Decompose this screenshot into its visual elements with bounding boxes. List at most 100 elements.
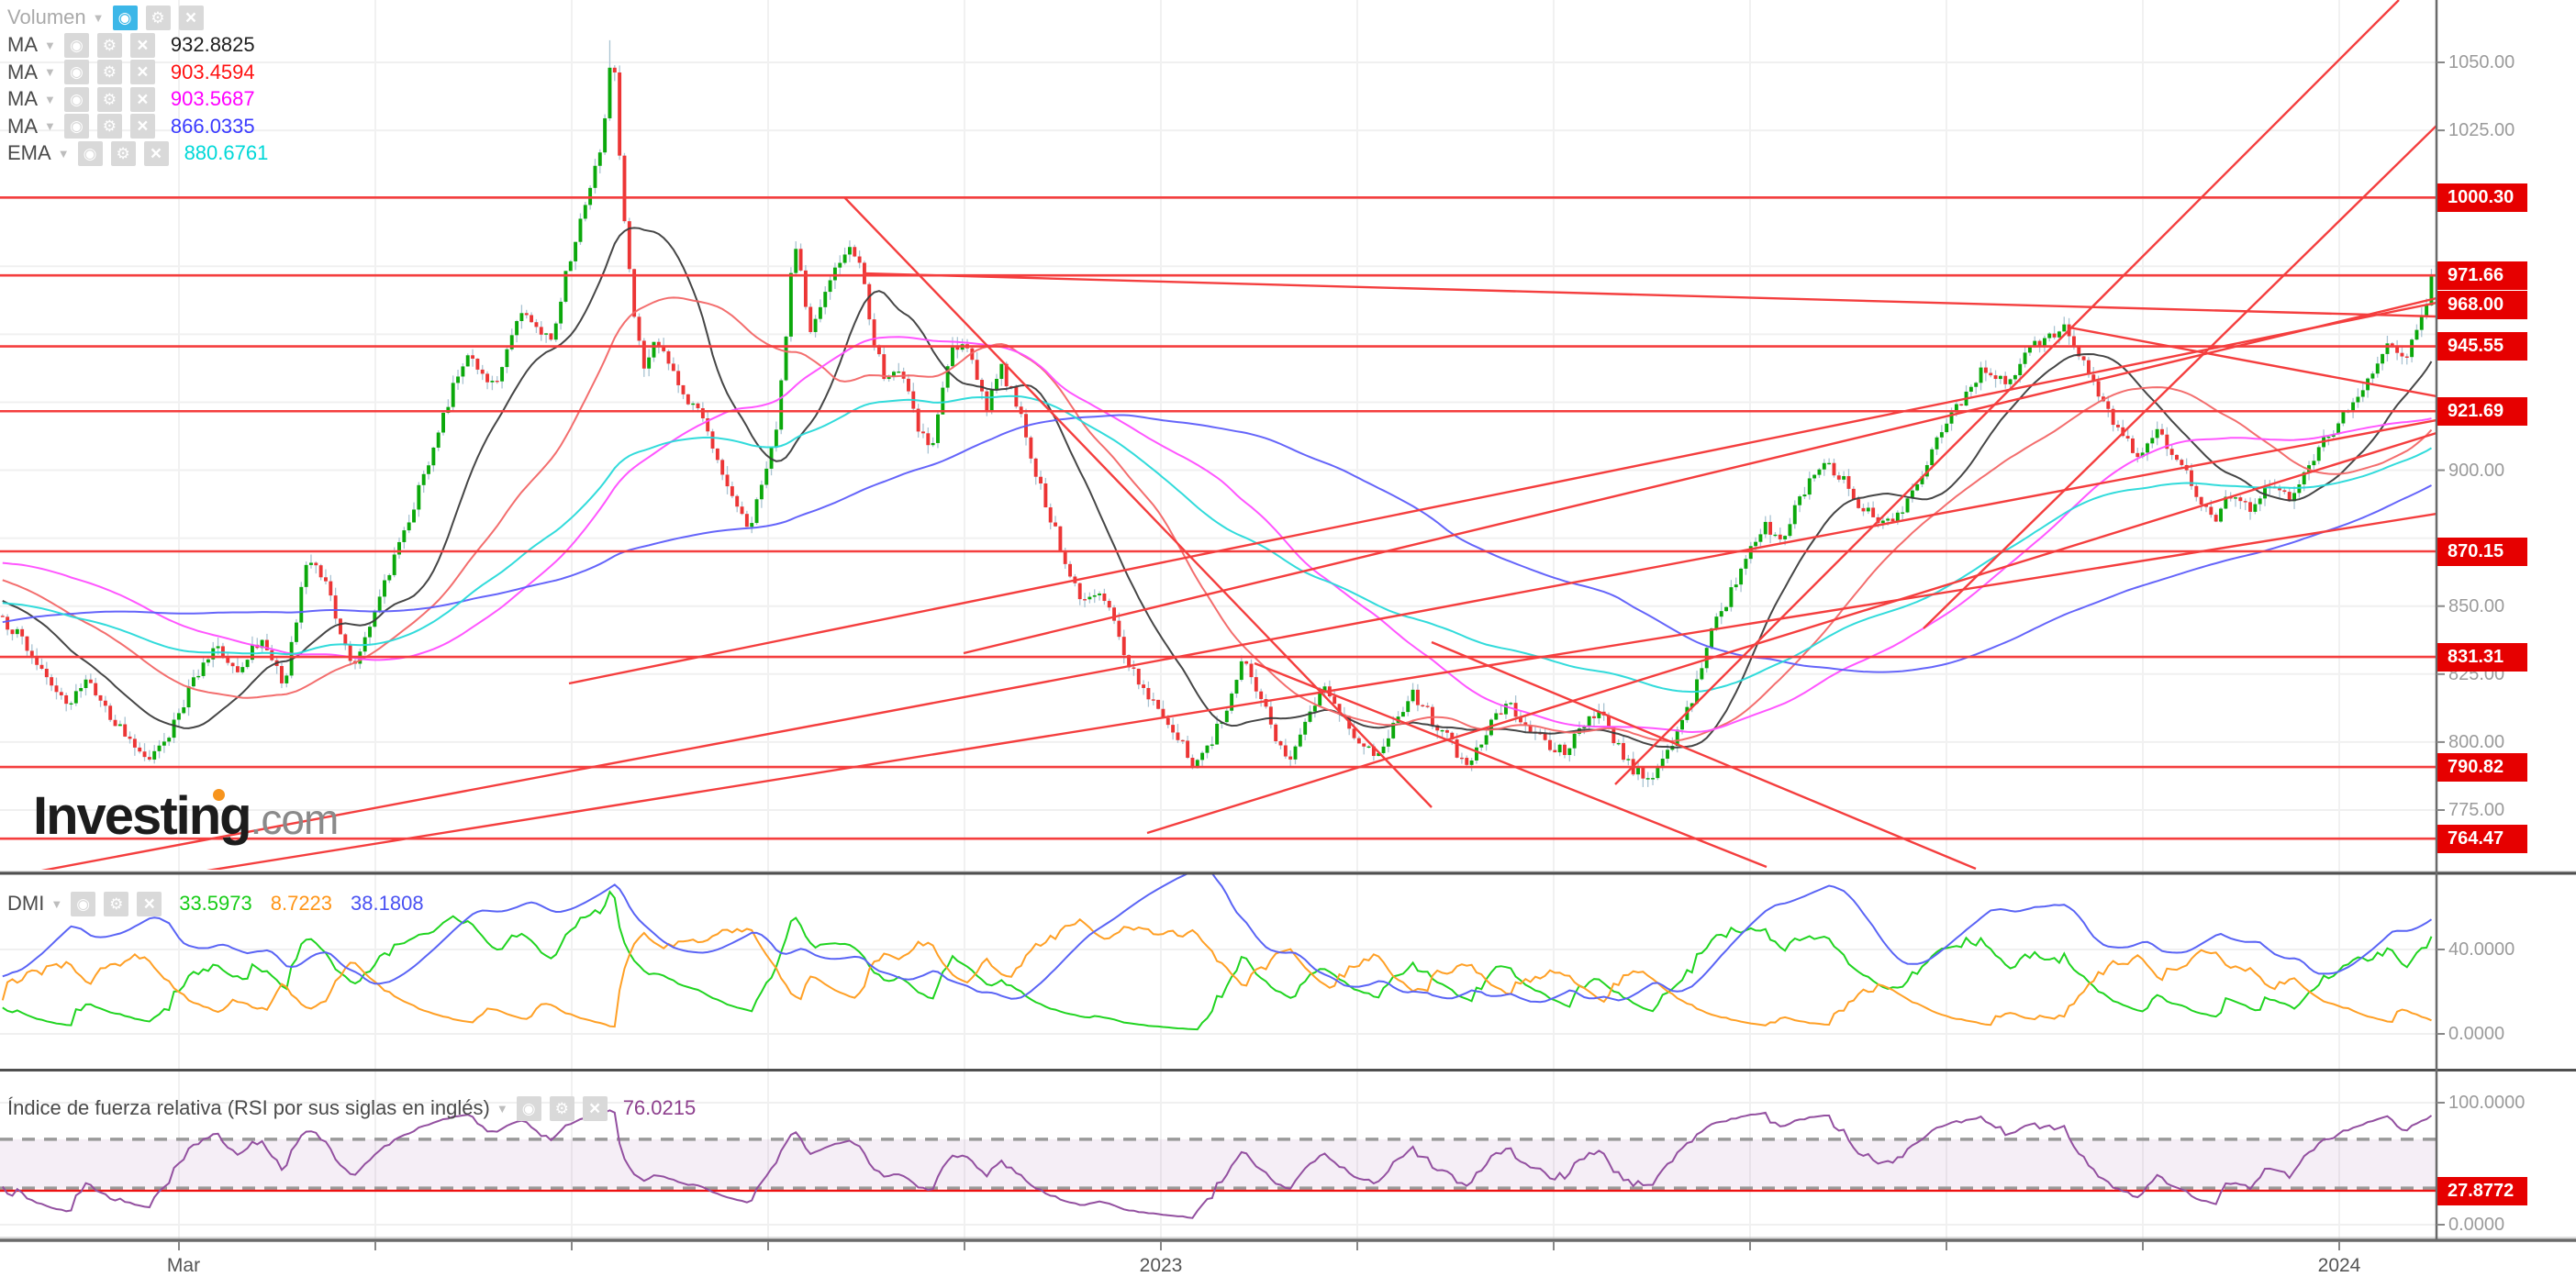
- indicator-row-ma4[interactable]: MA ▼ ◉ ⚙ × 866.0335: [7, 114, 255, 139]
- indicator-label[interactable]: EMA: [7, 141, 51, 164]
- chevron-down-icon: ▼: [50, 896, 63, 911]
- dmi-readout: 33.5973: [179, 892, 252, 915]
- dmi-axis-label: 40.0000: [2448, 939, 2515, 960]
- indicator-row-ma1[interactable]: MA ▼ ◉ ⚙ × 932.8825: [7, 32, 255, 58]
- ma-line-170: [2, 414, 2432, 673]
- ma-line-90: [2, 336, 2432, 734]
- price-axis-label: 1050.00: [2448, 52, 2515, 72]
- rsi-line: [1, 1109, 2433, 1219]
- visibility-eye-icon[interactable]: ◉: [71, 891, 96, 916]
- price-badge: 968.00: [2437, 290, 2527, 319]
- rsi-indicator: [0, 1109, 2437, 1219]
- rsi-axis-label: 0.0000: [2448, 1215, 2505, 1235]
- chevron-down-icon: ▼: [44, 119, 56, 133]
- dmi-minus-di-line: [1, 917, 2432, 1028]
- dmi-adx-line: [2, 874, 2433, 1004]
- price-axis-label: 800.00: [2448, 731, 2505, 752]
- remove-close-icon[interactable]: ×: [129, 86, 155, 112]
- remove-close-icon[interactable]: ×: [129, 114, 155, 139]
- settings-gear-icon[interactable]: ⚙: [549, 1095, 574, 1121]
- dmi-readout: 38.1808: [351, 892, 424, 915]
- dmi-indicator-lines: [1, 874, 2433, 1031]
- drawn-analysis-lines: [0, 0, 2437, 870]
- candlesticks: [0, 39, 2434, 787]
- price-axis-label: 850.00: [2448, 595, 2505, 616]
- rsi-axis-label: 100.0000: [2448, 1093, 2526, 1113]
- price-axis-label: 900.00: [2448, 460, 2505, 481]
- visibility-eye-icon[interactable]: ◉: [63, 60, 89, 84]
- chevron-down-icon: ▼: [496, 1101, 508, 1116]
- ma-line-120: [2, 394, 2433, 694]
- watermark-logo: Investing.com: [33, 785, 340, 847]
- settings-gear-icon[interactable]: ⚙: [96, 86, 122, 112]
- watermark-orange-dot: [212, 789, 226, 801]
- gridlines: [0, 0, 2437, 1238]
- chevron-down-icon: ▼: [44, 65, 56, 79]
- indicator-label[interactable]: MA: [7, 114, 38, 138]
- indicator-row-dmi[interactable]: DMI ▼ ◉ ⚙ × 33.5973 8.7223 38.1808: [7, 891, 424, 916]
- visibility-eye-icon[interactable]: ◉: [63, 86, 89, 112]
- indicator-label[interactable]: DMI: [7, 892, 45, 915]
- settings-gear-icon[interactable]: ⚙: [145, 5, 171, 30]
- remove-close-icon[interactable]: ×: [129, 32, 155, 58]
- price-axis-label: 1025.00: [2448, 120, 2515, 141]
- price-badge: 764.47: [2437, 824, 2527, 853]
- chevron-down-icon: ▼: [44, 92, 56, 106]
- indicator-label[interactable]: MA: [7, 60, 38, 83]
- panel-frame: [0, 0, 2576, 1250]
- price-badge: 831.31: [2437, 642, 2527, 672]
- price-badge: 921.69: [2437, 396, 2527, 426]
- remove-close-icon[interactable]: ×: [178, 5, 204, 30]
- ma-line-45: [2, 296, 2433, 743]
- watermark-tld: .com: [250, 795, 340, 843]
- time-axis-label-2024: 2024: [2317, 1255, 2361, 1276]
- indicator-value: 76.0215: [622, 1096, 697, 1119]
- indicator-label[interactable]: Índice de fuerza relativa (RSI por sus s…: [7, 1096, 490, 1119]
- time-axis-label-mar: Mar: [166, 1255, 201, 1276]
- indicator-value: 903.4594: [170, 60, 255, 83]
- visibility-eye-icon[interactable]: ◉: [63, 114, 89, 139]
- settings-gear-icon[interactable]: ⚙: [110, 140, 136, 166]
- settings-gear-icon[interactable]: ⚙: [104, 891, 129, 916]
- dmi-plus-di-line: [2, 890, 2433, 1031]
- visibility-eye-icon[interactable]: ◉: [112, 5, 138, 30]
- settings-gear-icon[interactable]: ⚙: [96, 32, 122, 58]
- indicator-label[interactable]: Volumen: [7, 6, 86, 28]
- price-badge: 790.82: [2437, 752, 2527, 782]
- indicator-value: 903.5687: [170, 87, 255, 110]
- chevron-down-icon: ▼: [57, 146, 70, 161]
- rsi-level-badge: 27.8772: [2437, 1176, 2527, 1205]
- remove-close-icon[interactable]: ×: [143, 140, 169, 166]
- indicator-value: 866.0335: [170, 114, 255, 138]
- remove-close-icon[interactable]: ×: [129, 60, 155, 84]
- indicator-value: 880.6761: [184, 141, 269, 164]
- indicator-row-ma3[interactable]: MA ▼ ◉ ⚙ × 903.5687: [7, 86, 255, 112]
- indicator-label[interactable]: MA: [7, 33, 38, 56]
- price-axis-label: 775.00: [2448, 799, 2505, 820]
- indicator-row-volume[interactable]: Volumen ▼ ◉ ⚙ ×: [7, 5, 204, 30]
- visibility-eye-icon[interactable]: ◉: [77, 140, 103, 166]
- price-badge: 1000.30: [2437, 183, 2527, 212]
- indicator-value: 932.8825: [170, 33, 255, 56]
- ma-line-20: [2, 227, 2433, 749]
- settings-gear-icon[interactable]: ⚙: [96, 114, 122, 139]
- chevron-down-icon: ▼: [44, 38, 56, 52]
- price-badge: 945.55: [2437, 332, 2527, 361]
- chevron-down-icon: ▼: [92, 10, 105, 25]
- remove-close-icon[interactable]: ×: [137, 891, 162, 916]
- settings-gear-icon[interactable]: ⚙: [96, 60, 122, 84]
- price-axis-label: 1075.00: [2448, 0, 2515, 5]
- indicator-row-ema[interactable]: EMA ▼ ◉ ⚙ × 880.6761: [7, 140, 268, 166]
- time-axis-label-2023: 2023: [1139, 1255, 1183, 1276]
- visibility-eye-icon[interactable]: ◉: [516, 1095, 541, 1121]
- indicator-label[interactable]: MA: [7, 87, 38, 110]
- dmi-readout: 8.7223: [270, 892, 333, 915]
- price-badge: 971.66: [2437, 261, 2527, 290]
- indicator-row-ma2[interactable]: MA ▼ ◉ ⚙ × 903.4594: [7, 60, 255, 85]
- visibility-eye-icon[interactable]: ◉: [63, 32, 89, 58]
- remove-close-icon[interactable]: ×: [582, 1095, 608, 1121]
- price-badge: 870.15: [2437, 537, 2527, 566]
- indicator-row-rsi[interactable]: Índice de fuerza relativa (RSI por sus s…: [7, 1095, 696, 1121]
